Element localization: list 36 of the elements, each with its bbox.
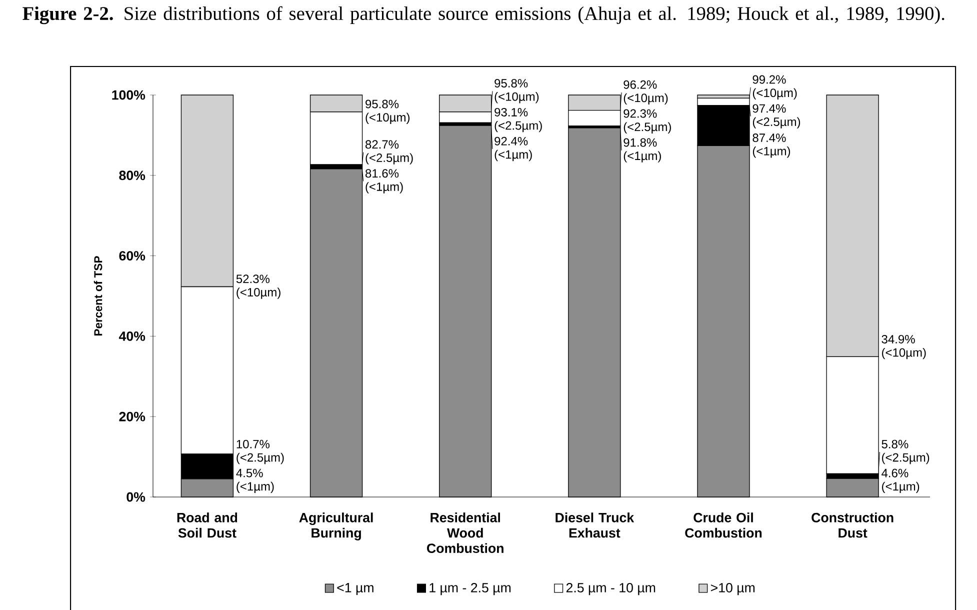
annotation: 81.6% (<1µm) xyxy=(366,169,403,194)
annotation: 10.7% (<2.5µm) xyxy=(236,440,284,464)
annotation: 97.4% (<2.5µm) xyxy=(752,104,800,128)
annotation: 4.6% (<1µm) xyxy=(882,468,920,494)
y-axis-title: Percent of TSP xyxy=(94,256,102,336)
legend-label: >10 µm xyxy=(710,583,755,596)
annotation: 92.4% (<1µm) xyxy=(494,136,532,162)
x-tick-label: Agricultural Burning xyxy=(299,512,373,540)
y-tick-label: 80% xyxy=(119,170,146,180)
y-tick-label: 60% xyxy=(119,251,146,261)
chart-title: Figure 2-2. Size distributions of several particulate source emissions (Ahuja et al. 1989; Houck et al., 1989, 1990). xyxy=(22,6,944,24)
legend-label: <1 µm xyxy=(337,583,374,595)
x-tick-label: Construction Dust xyxy=(812,512,894,538)
x-tick-label: Road and Soil Dust xyxy=(177,512,238,538)
annotation: 87.4% (<1µm) xyxy=(752,134,790,158)
annotation: 95.8% (<10µm) xyxy=(366,100,410,124)
annotation: 92.3% (<2.5µm) xyxy=(624,109,671,134)
annotation: 34.9% (<10µm) xyxy=(882,334,926,360)
annotation: 4.5% (<1µm) xyxy=(236,468,274,493)
y-tick-label: 0% xyxy=(126,492,146,502)
annotation: 93.1% (<2.5µm) xyxy=(494,108,542,132)
annotation: 96.2% (<10µm) xyxy=(624,80,668,105)
annotation: 5.8% (<2.5µm) xyxy=(882,440,930,464)
y-tick-label: 20% xyxy=(119,412,146,422)
x-tick-label: Diesel Truck Exhaust xyxy=(556,512,634,538)
legend-label: 1 µm - 2.5 µm xyxy=(430,583,511,596)
x-tick-label: Crude Oil Combustion xyxy=(685,512,762,538)
annotation: 99.2% (<10µm) xyxy=(752,75,797,100)
annotation: 52.3% (<10µm) xyxy=(236,274,280,299)
x-tick-label: Residential Wood Combustion xyxy=(427,512,504,554)
y-tick-label: 40% xyxy=(118,331,146,341)
legend-label: 2.5 µm - 10 µm xyxy=(566,583,656,596)
annotation: 95.8% (<10µm) xyxy=(494,79,539,104)
annotation: 91.8% (<1µm) xyxy=(624,138,661,162)
annotation: 82.7% (<2.5µm) xyxy=(366,140,413,164)
y-tick-label: 100% xyxy=(112,90,146,100)
